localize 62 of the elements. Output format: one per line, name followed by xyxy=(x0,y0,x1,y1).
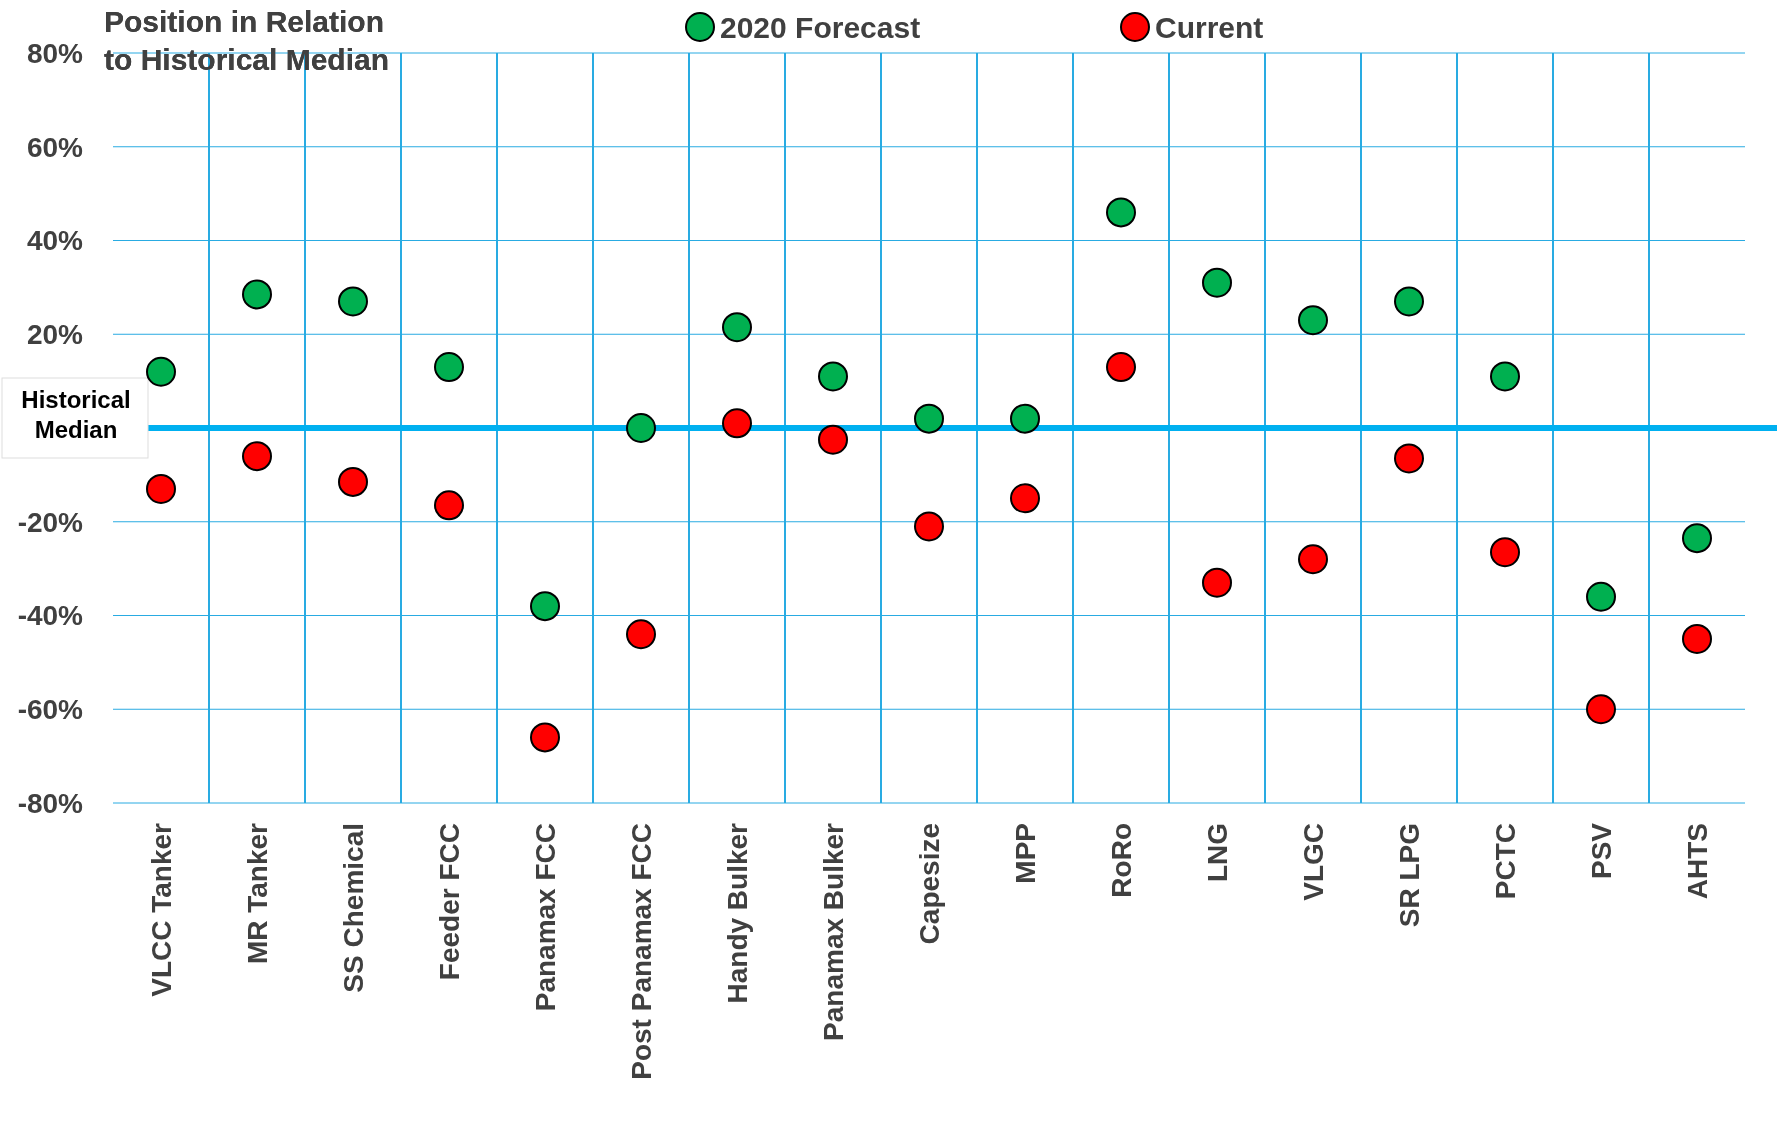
x-tick-label: Panamax FCC xyxy=(529,823,561,1012)
point xyxy=(1202,267,1232,298)
point xyxy=(818,361,848,392)
legend-label: Current xyxy=(1155,10,1264,44)
x-tick-label: VLGC xyxy=(1297,823,1329,901)
y-tick-label: -40% xyxy=(17,600,84,632)
y-tick-label: 80% xyxy=(26,37,84,69)
point xyxy=(1010,403,1040,434)
point xyxy=(338,286,368,317)
point xyxy=(338,466,368,497)
point xyxy=(818,424,848,455)
point xyxy=(242,279,272,310)
x-tick-label: Capesize xyxy=(913,823,945,945)
point xyxy=(1586,694,1616,725)
x-tick-label: VLCC Tanker xyxy=(145,822,177,997)
x-tick-label: Panamax Bulker xyxy=(817,822,849,1041)
point xyxy=(146,473,176,504)
point xyxy=(1490,537,1520,568)
x-tick-label: MR Tanker xyxy=(241,822,273,965)
point xyxy=(722,312,752,343)
legend-label: 2020 Forecast xyxy=(720,10,921,44)
point xyxy=(1490,361,1520,392)
point xyxy=(1106,197,1136,228)
point xyxy=(626,413,656,443)
point xyxy=(626,619,656,650)
point xyxy=(242,441,272,472)
ref-line-label: Historical Median xyxy=(21,386,131,443)
point xyxy=(1106,352,1136,383)
x-tick-label: Handy Bulker xyxy=(721,822,753,1004)
y-tick-label: 60% xyxy=(26,131,84,163)
point xyxy=(1682,623,1712,654)
point xyxy=(722,408,752,439)
y-tick-label: -80% xyxy=(17,787,84,819)
point xyxy=(434,352,464,383)
point xyxy=(146,356,176,387)
x-tick-label: Feeder FCC xyxy=(433,823,465,981)
point xyxy=(530,591,560,622)
x-tick-label: MPP xyxy=(1009,823,1041,884)
point xyxy=(434,490,464,521)
x-tick-label: SR LPG xyxy=(1393,823,1425,928)
point xyxy=(1010,483,1040,514)
y-tick-label: -60% xyxy=(17,694,84,726)
x-tick-label: AHTS xyxy=(1681,823,1713,900)
point xyxy=(914,511,944,542)
x-tick-label: LNG xyxy=(1201,823,1233,883)
y-tick-label: -20% xyxy=(17,506,84,538)
point xyxy=(1298,544,1328,575)
x-tick-label: SS Chemical xyxy=(337,823,369,993)
x-tick-label: Post Panamax FCC xyxy=(625,823,657,1080)
point xyxy=(914,403,944,434)
x-tick-label: PSV xyxy=(1585,822,1617,880)
point xyxy=(1298,305,1328,336)
point xyxy=(530,722,560,753)
y-tick-label: 40% xyxy=(26,225,84,257)
point xyxy=(1394,286,1424,317)
y-tick-label: 20% xyxy=(26,319,84,351)
point xyxy=(1586,581,1616,612)
point xyxy=(1682,523,1712,554)
x-tick-label: RoRo xyxy=(1105,823,1137,898)
x-tick-label: PCTC xyxy=(1489,823,1521,900)
point xyxy=(1202,567,1232,598)
point xyxy=(1394,443,1424,474)
